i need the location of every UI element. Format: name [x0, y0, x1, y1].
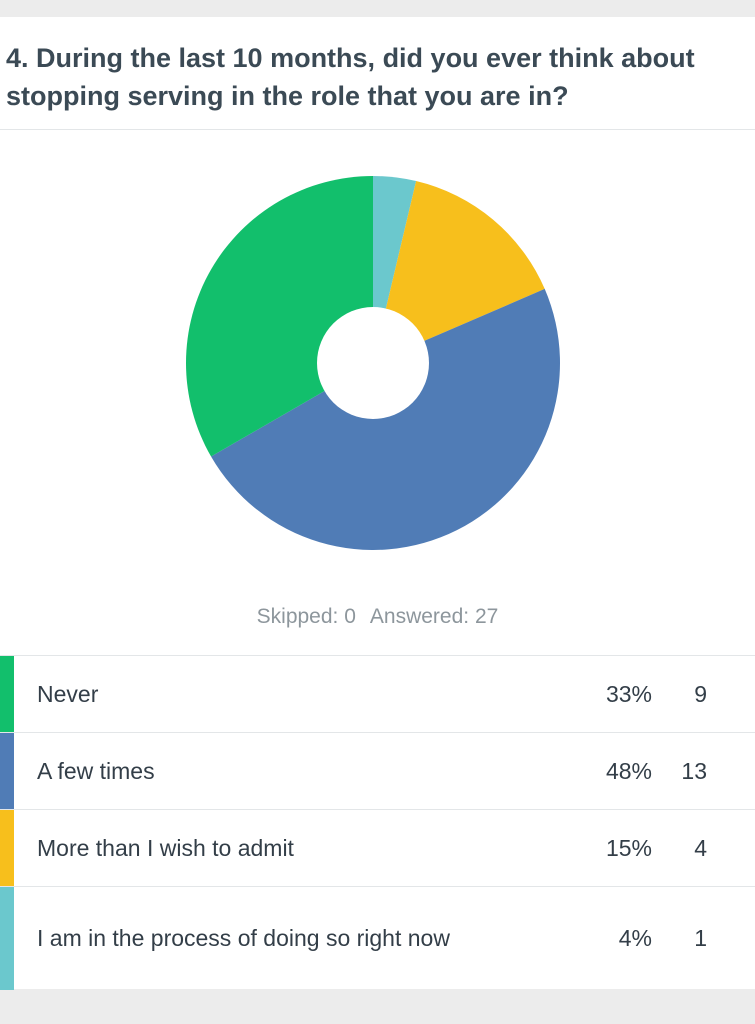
- donut-chart: [186, 176, 560, 550]
- question-title: 4. During the last 10 months, did you ev…: [6, 43, 695, 111]
- donut-hole: [317, 307, 429, 419]
- answer-row: More than I wish to admit 15% 4: [0, 809, 755, 886]
- legend-swatch: [0, 887, 14, 990]
- legend-swatch: [0, 810, 14, 886]
- pie-slice: [211, 288, 560, 550]
- answer-count: 4: [694, 834, 707, 861]
- divider: [0, 129, 755, 130]
- legend-swatch: [0, 733, 14, 809]
- answer-label: A few times: [37, 757, 155, 784]
- answer-count: 1: [694, 925, 707, 951]
- skipped-count: Skipped: 0: [256, 605, 356, 628]
- answer-percent: 33%: [605, 680, 652, 707]
- pie-slice: [373, 181, 545, 363]
- answer-table: Never 33% 9 A few times 48% 13 More than…: [0, 655, 755, 990]
- answer-label: I am in the process of doing so right no…: [37, 925, 450, 951]
- answer-row: A few times 48% 13: [0, 732, 755, 809]
- answer-count: 9: [694, 680, 707, 707]
- legend-swatch: [0, 656, 14, 732]
- answer-row: I am in the process of doing so right no…: [0, 886, 755, 990]
- response-summary: Skipped: 0 Answered: 27: [0, 605, 755, 629]
- answer-row: Never 33% 9: [0, 655, 755, 732]
- answer-label: Never: [37, 680, 99, 707]
- answer-count: 13: [681, 757, 707, 784]
- answer-percent: 48%: [605, 757, 652, 784]
- answered-count: Answered: 27: [369, 605, 499, 628]
- answer-percent: 4%: [618, 925, 652, 951]
- question-card: 4. During the last 10 months, did you ev…: [0, 17, 755, 990]
- answer-label: More than I wish to admit: [37, 834, 294, 861]
- answer-percent: 15%: [605, 834, 652, 861]
